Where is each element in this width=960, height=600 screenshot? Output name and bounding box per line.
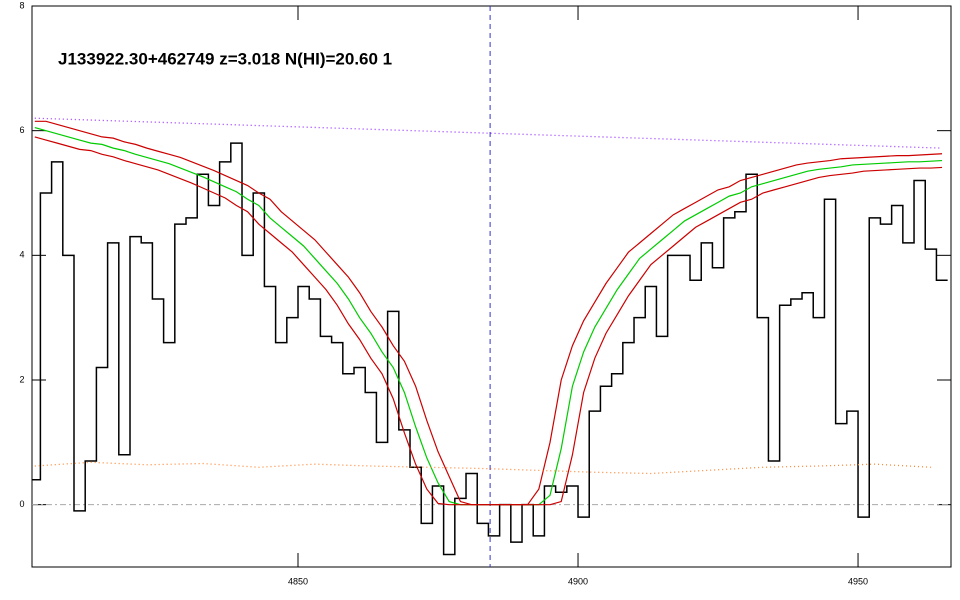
y-tick-label: 6 xyxy=(19,125,24,135)
x-tick-label: 4900 xyxy=(568,576,588,586)
chart-title: J133922.30+462749 z=3.018 N(HI)=20.60 1 xyxy=(58,49,392,68)
series-line xyxy=(32,142,948,556)
series-line xyxy=(34,120,943,506)
series-line xyxy=(34,117,943,149)
x-tick-label: 4950 xyxy=(848,576,868,586)
y-tick-label: 8 xyxy=(19,0,24,10)
series-line xyxy=(34,136,943,506)
y-tick-label: 4 xyxy=(19,250,24,260)
y-tick-label: 0 xyxy=(19,499,24,509)
series-line xyxy=(34,126,943,506)
plot-frame xyxy=(31,5,952,568)
y-tick-label: 2 xyxy=(19,374,24,384)
x-tick-label: 4850 xyxy=(288,576,308,586)
series-line xyxy=(34,461,931,475)
